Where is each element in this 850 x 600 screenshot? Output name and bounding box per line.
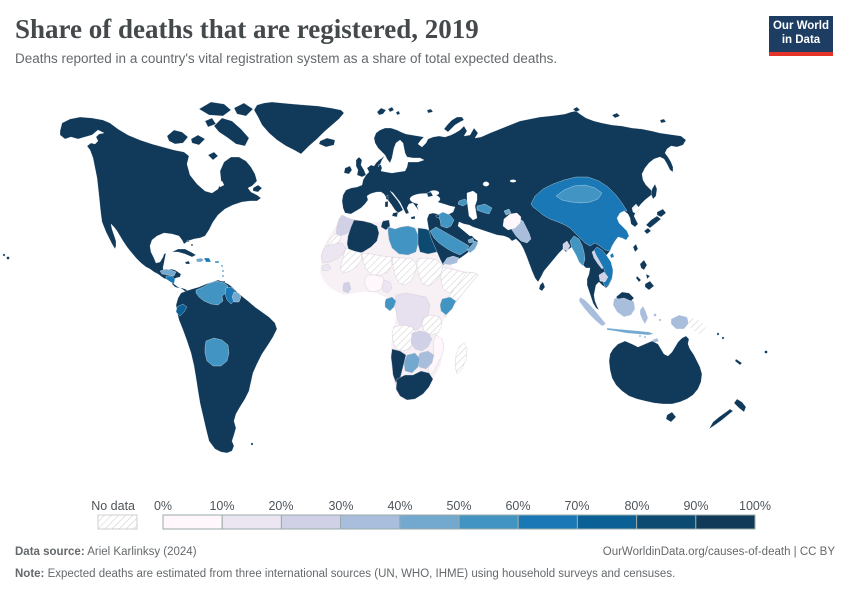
svg-text:10%: 10% (209, 499, 234, 513)
svg-text:30%: 30% (328, 499, 353, 513)
svg-text:70%: 70% (564, 499, 589, 513)
svg-text:0%: 0% (154, 499, 172, 513)
svg-text:60%: 60% (505, 499, 530, 513)
svg-text:No data: No data (91, 499, 135, 513)
svg-text:90%: 90% (683, 499, 708, 513)
svg-text:50%: 50% (446, 499, 471, 513)
svg-text:80%: 80% (624, 499, 649, 513)
svg-text:40%: 40% (387, 499, 412, 513)
svg-text:20%: 20% (268, 499, 293, 513)
svg-text:100%: 100% (739, 499, 771, 513)
